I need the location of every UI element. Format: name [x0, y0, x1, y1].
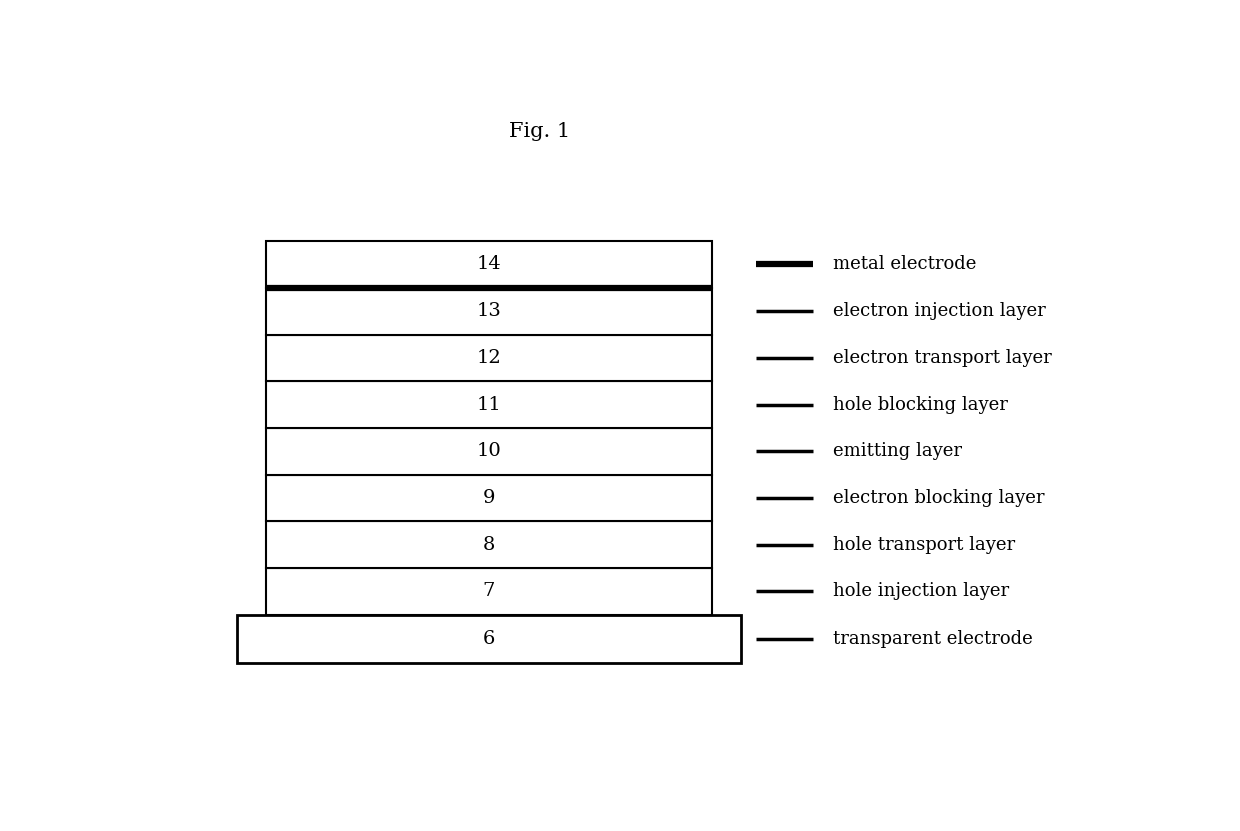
Text: transparent electrode: transparent electrode — [832, 630, 1032, 648]
Text: 12: 12 — [476, 349, 501, 367]
Text: 11: 11 — [476, 396, 501, 414]
Text: electron injection layer: electron injection layer — [832, 302, 1045, 320]
Bar — [265, 521, 713, 568]
Text: Fig. 1: Fig. 1 — [508, 122, 570, 141]
Text: electron transport layer: electron transport layer — [832, 349, 1052, 367]
Bar — [265, 335, 713, 381]
Text: 13: 13 — [476, 302, 501, 320]
Text: 8: 8 — [482, 536, 495, 553]
Text: metal electrode: metal electrode — [832, 255, 976, 273]
Bar — [265, 381, 713, 428]
Text: emitting layer: emitting layer — [832, 442, 961, 460]
Bar — [265, 475, 713, 521]
Text: hole injection layer: hole injection layer — [832, 583, 1008, 601]
Text: 7: 7 — [482, 583, 495, 601]
Bar — [265, 428, 713, 475]
Text: 14: 14 — [476, 255, 501, 273]
Text: electron blocking layer: electron blocking layer — [832, 489, 1044, 507]
Bar — [237, 615, 742, 663]
Text: hole blocking layer: hole blocking layer — [832, 396, 1007, 414]
Text: 10: 10 — [476, 442, 501, 460]
Text: hole transport layer: hole transport layer — [832, 536, 1014, 553]
Bar — [265, 288, 713, 335]
Text: 9: 9 — [482, 489, 495, 507]
Bar — [265, 568, 713, 615]
Text: 6: 6 — [482, 630, 495, 648]
Bar — [265, 241, 713, 288]
